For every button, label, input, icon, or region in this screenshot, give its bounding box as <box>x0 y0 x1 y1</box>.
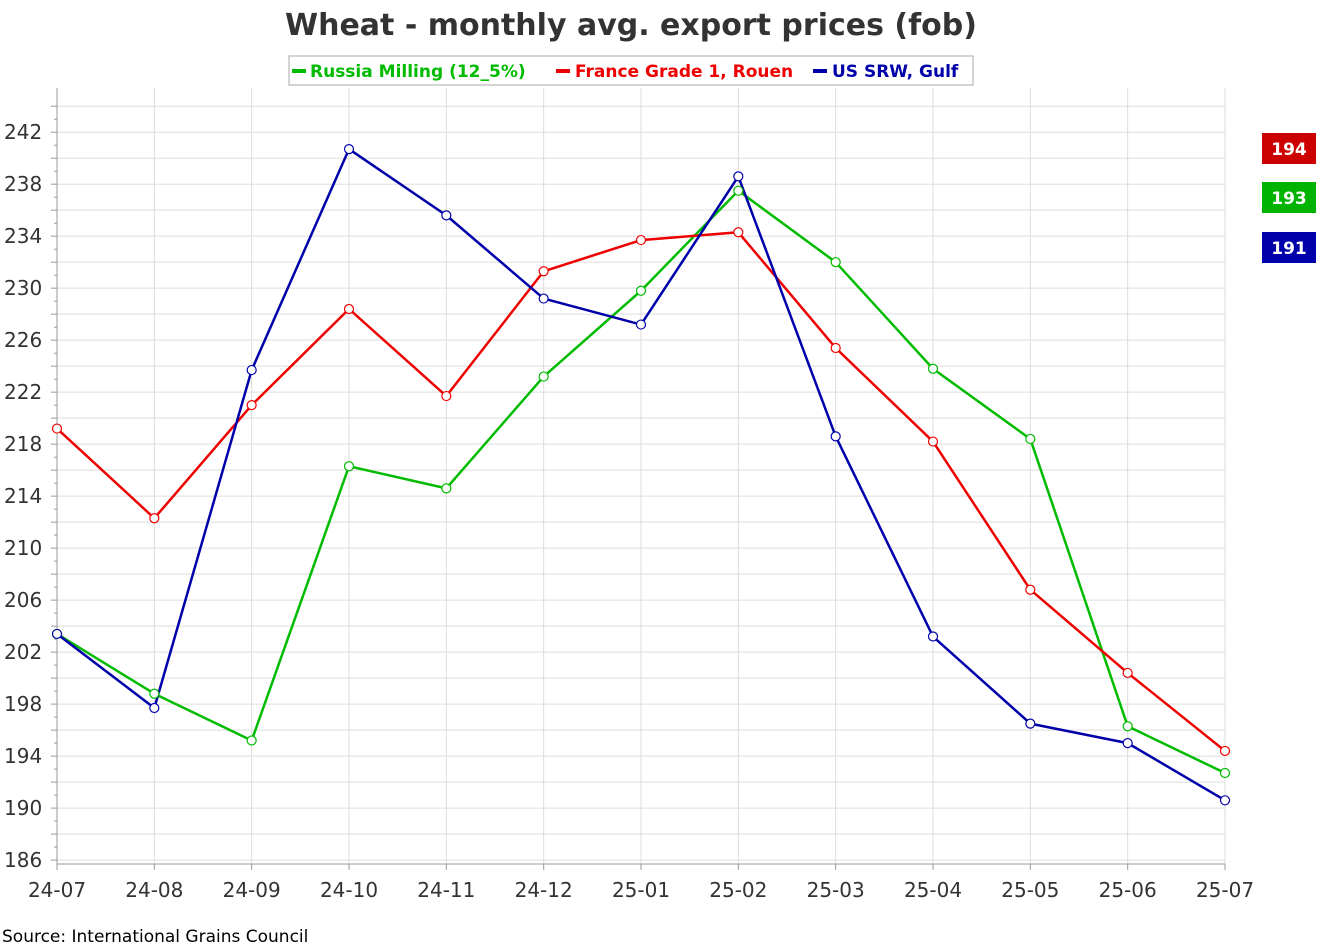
badge-label-russia: 193 <box>1271 189 1307 209</box>
last-value-badge-russia: 193 <box>1262 182 1316 213</box>
data-point-us <box>538 293 549 304</box>
y-tick-label: 222 <box>4 380 42 404</box>
last-value-badge-france: 194 <box>1262 133 1316 164</box>
data-point-france <box>1025 584 1036 595</box>
data-point-france <box>441 390 452 402</box>
x-tick-label: 24-10 <box>320 878 378 902</box>
data-point-us <box>927 631 939 642</box>
data-point-france <box>1219 745 1231 757</box>
grid <box>56 88 1226 864</box>
x-tick-label: 25-01 <box>612 878 670 902</box>
x-tick-label: 24-07 <box>28 878 86 902</box>
y-tick-label: 238 <box>4 172 42 196</box>
x-tick-label: 24-08 <box>125 878 183 902</box>
data-point-us <box>441 210 452 221</box>
axes: 186 190 194 198 202 206 210 214 218 222 226 230 234 2… <box>4 88 1254 902</box>
data-point-russia <box>733 185 744 196</box>
y-tick-label: 190 <box>4 796 42 820</box>
badge-label-us: 191 <box>1271 239 1307 259</box>
data-point-france <box>1122 667 1133 679</box>
data-point-france <box>830 342 841 354</box>
y-tick-label: 230 <box>4 276 42 300</box>
x-tick-label: 24-09 <box>223 878 281 902</box>
legend-label-russia: Russia Milling (12_5%) <box>310 62 526 82</box>
data-point-france <box>246 400 257 411</box>
data-point-france <box>51 423 63 434</box>
data-point-france <box>343 303 355 315</box>
data-point-us <box>830 431 841 442</box>
data-point-us <box>1025 718 1036 729</box>
y-tick-label: 214 <box>4 484 42 508</box>
x-tick-label: 25-04 <box>904 878 962 902</box>
legend-label-us: US SRW, Gulf <box>832 62 959 82</box>
data-point-france <box>538 266 549 277</box>
y-tick-label: 234 <box>4 224 42 248</box>
badge-background-us <box>1262 232 1316 263</box>
x-tick-label: 25-06 <box>1099 878 1157 902</box>
x-tick-label: 25-02 <box>709 878 767 902</box>
x-tick-label: 25-03 <box>807 878 865 902</box>
data-point-russia <box>538 371 549 382</box>
data-point-us <box>343 143 355 155</box>
data-point-russia <box>1025 433 1036 445</box>
data-point-us <box>246 364 257 376</box>
y-tick-label: 218 <box>4 432 42 456</box>
data-point-russia <box>830 257 841 268</box>
data-point-russia <box>1219 767 1231 779</box>
x-tick-label: 25-05 <box>1001 878 1059 902</box>
data-point-us <box>635 319 647 330</box>
data-point-france <box>149 513 160 524</box>
data-point-russia <box>149 688 160 699</box>
last-value-badges: 194 193 191 <box>1262 133 1316 263</box>
data-point-russia <box>441 483 452 494</box>
badge-background-russia <box>1262 182 1316 213</box>
badge-label-france: 194 <box>1271 140 1307 160</box>
x-tick-label: 24-12 <box>515 878 573 902</box>
data-point-russia <box>1122 721 1133 732</box>
legend-label-france: France Grade 1, Rouen <box>575 62 793 82</box>
y-tick-label: 186 <box>4 848 42 872</box>
plot-area <box>51 143 1231 806</box>
data-point-us <box>149 702 160 714</box>
source-note: Source: International Grains Council <box>2 927 308 947</box>
y-tick-label: 198 <box>4 692 42 716</box>
data-point-russia <box>635 285 647 296</box>
chart-title: Wheat - monthly avg. export prices (fob) <box>285 8 977 43</box>
data-point-russia <box>343 461 355 472</box>
y-tick-label: 210 <box>4 536 42 560</box>
y-tick-label: 226 <box>4 328 42 352</box>
data-point-us <box>733 171 744 182</box>
data-point-russia <box>246 735 257 746</box>
y-tick-label: 194 <box>4 744 42 768</box>
last-value-badge-us: 191 <box>1262 232 1316 263</box>
legend-box <box>288 55 974 86</box>
data-point-us <box>1219 795 1231 806</box>
y-tick-label: 206 <box>4 588 42 612</box>
data-point-france <box>733 227 744 238</box>
data-point-russia <box>927 363 939 374</box>
data-point-us <box>1122 738 1133 749</box>
legend: Russia Milling (12_5%) France Grade 1, R… <box>288 55 974 86</box>
x-tick-label: 24-11 <box>417 878 475 902</box>
data-point-us <box>51 628 63 640</box>
y-tick-label: 202 <box>4 640 42 664</box>
data-point-france <box>635 234 647 246</box>
x-tick-label: 25-07 <box>1196 878 1254 902</box>
badge-background-france <box>1262 133 1316 164</box>
y-tick-label: 242 <box>4 120 42 144</box>
data-point-france <box>927 436 939 447</box>
